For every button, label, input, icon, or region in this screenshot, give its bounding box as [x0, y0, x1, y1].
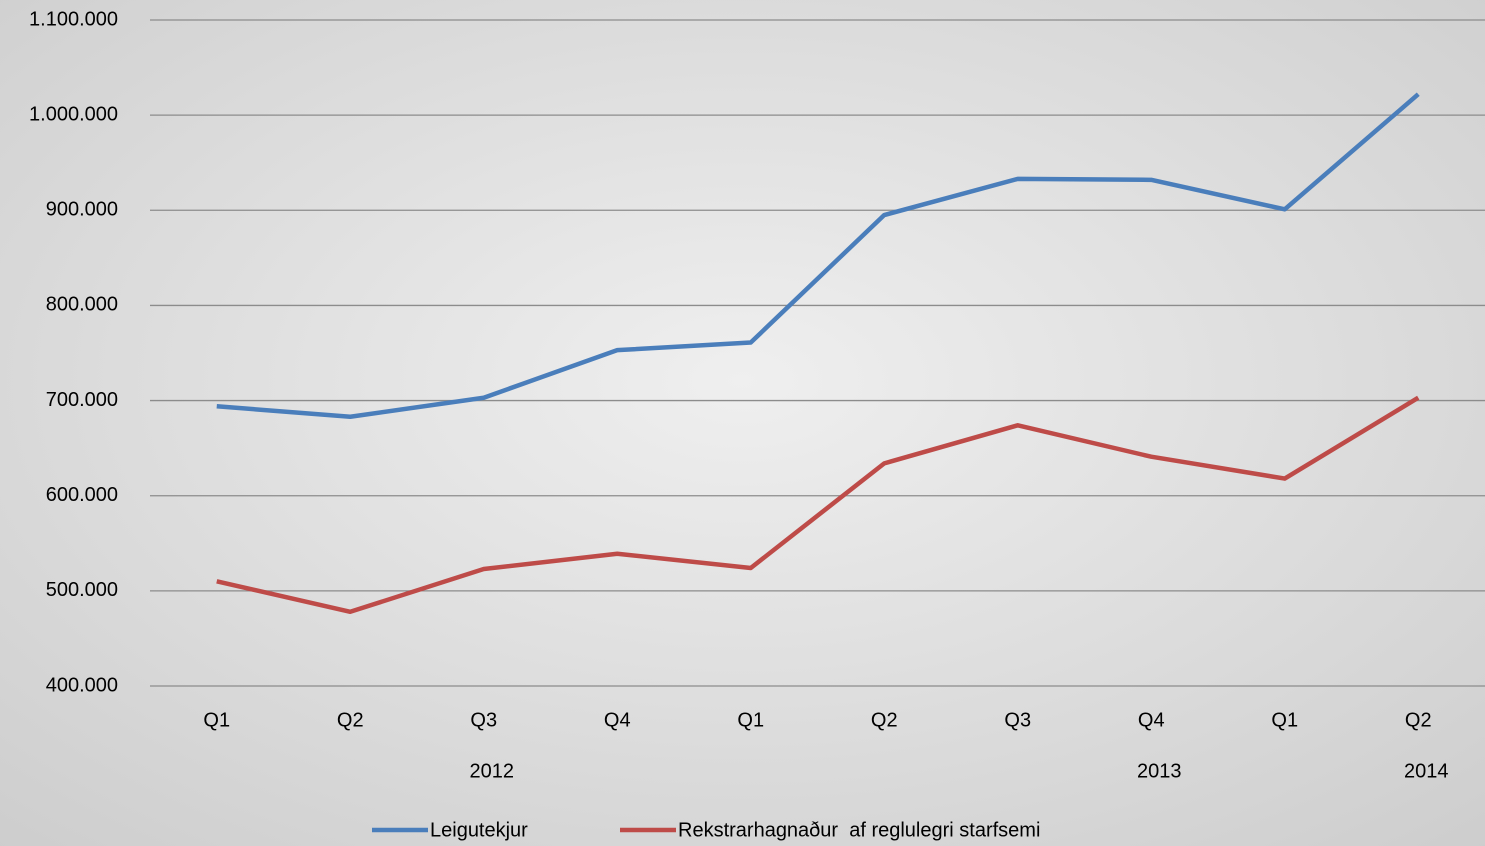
x-tick-label: Q2: [337, 709, 364, 731]
x-tick-label: Q2: [1405, 709, 1432, 731]
y-tick-label: 400.000: [46, 674, 118, 696]
series-line: [216, 92, 1420, 419]
x-group-label: 2013: [1137, 760, 1182, 782]
y-tick-label: 500.000: [46, 579, 118, 601]
y-tick-label: 700.000: [46, 389, 118, 411]
x-group-label: 2012: [470, 760, 515, 782]
x-tick-label: Q3: [470, 709, 497, 731]
x-tick-label: Q3: [1004, 709, 1031, 731]
y-tick-label: 1.100.000: [29, 8, 118, 30]
x-tick-label: Q1: [737, 709, 764, 731]
x-group-label: 2014: [1404, 760, 1449, 782]
y-tick-label: 600.000: [46, 484, 118, 506]
y-tick-label: 800.000: [46, 294, 118, 316]
x-tick-label: Q2: [871, 709, 898, 731]
legend-label: Leigutekjur: [430, 819, 528, 841]
x-tick-label: Q4: [604, 709, 631, 731]
series-line: [216, 395, 1420, 615]
y-tick-label: 1.000.000: [29, 103, 118, 125]
legend-label: Rekstrarhagnaður af reglulegri starfsemi: [678, 819, 1040, 841]
x-tick-label: Q1: [1271, 709, 1298, 731]
x-tick-label: Q4: [1138, 709, 1165, 731]
x-tick-label: Q1: [203, 709, 230, 731]
y-tick-label: 900.000: [46, 199, 118, 221]
